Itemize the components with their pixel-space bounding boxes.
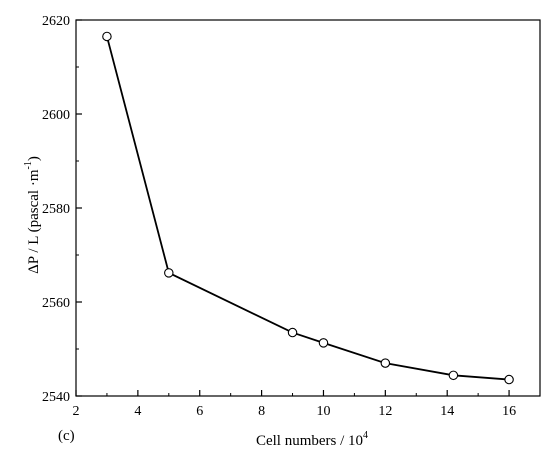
y-tick-label: 2540 (42, 390, 70, 405)
data-point (164, 268, 174, 278)
x-axis-ticks: 2 4 6 8 10 12 14 16 (73, 390, 516, 419)
data-point (380, 358, 391, 368)
x-tick-label: 10 (316, 404, 330, 419)
panel-label: (c) (58, 428, 75, 444)
y-tick-label: 2560 (42, 296, 70, 311)
x-tick-label: 12 (378, 404, 392, 419)
data-point (102, 31, 112, 42)
x-axis-label-superscript: 4 (363, 430, 368, 441)
data-point (448, 370, 459, 381)
x-axis-label: Cell numbers / 104 (256, 430, 368, 449)
data-point (504, 374, 514, 385)
series-markers (102, 31, 514, 385)
y-axis-label: ΔP / L (pascal ·m-1) (23, 156, 42, 274)
series-line (106, 36, 510, 381)
x-tick-label: 8 (258, 404, 265, 419)
plot-frame (75, 19, 541, 397)
x-tick-label: 16 (502, 404, 516, 419)
x-tick-label: 14 (440, 404, 454, 419)
x-tick-label: 4 (134, 404, 141, 419)
y-axis-label-close: ) (26, 156, 42, 161)
y-tick-label: 2580 (42, 202, 70, 217)
y-tick-label: 2620 (42, 14, 70, 29)
x-tick-label: 6 (196, 404, 203, 419)
x-tick-label: 2 (73, 404, 80, 419)
data-point (287, 327, 298, 338)
data-point (318, 338, 329, 348)
y-axis-ticks: 2540 2560 2580 2600 2620 (42, 14, 82, 405)
y-axis-label-superscript: -1 (23, 161, 34, 169)
y-tick-label: 2600 (42, 108, 70, 123)
